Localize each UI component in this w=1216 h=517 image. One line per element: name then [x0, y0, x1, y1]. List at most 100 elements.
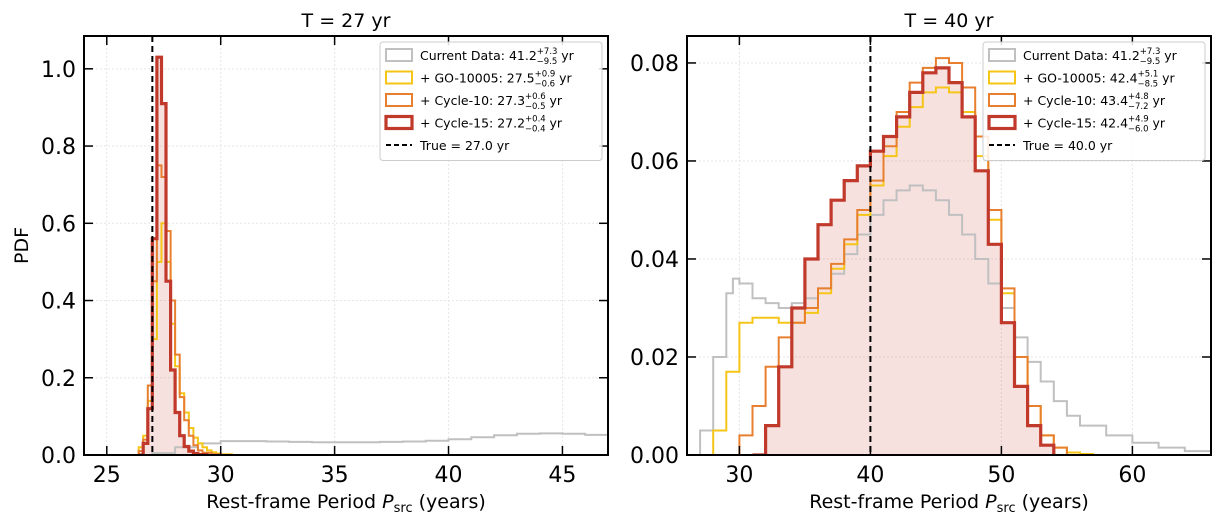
series-cycle-15-line [752, 66, 1056, 455]
x-tick-label: 35 [321, 463, 349, 488]
legend: Current Data: 41.2+7.3 −9.5 yr+ GO-10005:… [982, 41, 1206, 161]
x-axis-label-var: P [382, 491, 394, 513]
legend-label-lower-error: −8.5 [1137, 80, 1158, 90]
legend-label-lower-error: −9.5 [1140, 57, 1161, 67]
y-axis-label: PDF [11, 227, 33, 264]
legend-label-value: + Cycle-10: 43.4 [1023, 93, 1128, 108]
legend-label-upper-error: +7.3 [1140, 47, 1161, 57]
y-tick-label: 0.2 [41, 367, 76, 392]
y-tick-label: 0.08 [630, 52, 679, 77]
legend-label-upper-error: +0.6 [525, 92, 546, 102]
panel-right: 30 40 50 60 0.00 0.02 0.04 0.06 0.08 T = 40 yr Res… [630, 10, 1212, 516]
panel-left: 25 30 35 40 45 0.0 0.2 0.4 0.6 0.8 1.0 T = 27 yr Res… [11, 10, 609, 516]
legend-label-suffix: yr [1149, 116, 1166, 131]
x-tick-label: 60 [1118, 463, 1146, 488]
x-axis-label-main: Rest-frame Period [809, 491, 985, 513]
y-tick-label: 0.0 [41, 444, 76, 469]
x-tick-label: 50 [987, 463, 1015, 488]
x-axis-label-main: Rest-frame Period [206, 491, 382, 513]
legend: Current Data: 41.2+7.3 −9.5 yr+ GO-10005:… [379, 41, 603, 161]
legend-label-upper-error: +5.1 [1138, 70, 1159, 80]
chart-title: T = 40 yr [904, 10, 994, 32]
y-tick-label: 0.6 [41, 212, 76, 237]
legend-label-current-data: Current Data: 41.2+7.3 −9.5 yr [1023, 47, 1178, 67]
legend-label-go-10005: + GO-10005: 42.4+5.1 −8.5 yr [1023, 70, 1175, 90]
series-current-data-line [129, 432, 608, 455]
x-axis-label-var: P [985, 491, 997, 513]
legend-label-upper-error: +4.8 [1128, 92, 1149, 102]
legend-label-value: Current Data: 41.2 [420, 48, 537, 63]
x-axis-label-tail: (years) [1016, 491, 1089, 513]
plot-area [129, 36, 608, 455]
legend-label-suffix: yr [546, 93, 563, 108]
plot-area [687, 36, 1211, 455]
x-axis-label-sub: src [394, 501, 413, 516]
legend-label-lower-error: −9.5 [537, 57, 558, 67]
legend-label-current-data: Current Data: 41.2+7.3 −9.5 yr [420, 47, 575, 67]
legend-swatch-current-data [385, 48, 413, 62]
legend-label-cycle-10: + Cycle-10: 43.4+4.8 −7.2 yr [1023, 92, 1166, 112]
y-tick-label: 0.00 [630, 444, 679, 469]
x-tick-label: 30 [725, 463, 753, 488]
axes-frame [83, 35, 609, 456]
legend-label-suffix: yr [1158, 71, 1175, 86]
legend-label-cycle-15: + Cycle-15: 27.2+0.4 −0.4 yr [420, 115, 563, 135]
legend-label-value: + Cycle-15: 42.4 [1023, 116, 1128, 131]
legend-box [982, 41, 1206, 161]
x-tick-label: 40 [435, 463, 463, 488]
legend-label-lower-error: −7.2 [1128, 102, 1149, 112]
legend-label-suffix: yr [555, 71, 572, 86]
chart-title: T = 27 yr [301, 10, 391, 32]
y-tick-label: 0.02 [630, 346, 679, 371]
x-axis-label: Rest-frame Period Psrc (years) [206, 491, 486, 516]
legend-label-suffix: yr [557, 48, 574, 63]
axes-frame [686, 35, 1212, 456]
series-fill-cycle-15 [752, 67, 1054, 455]
legend-label-cycle-10: + Cycle-10: 27.3+0.6 −0.5 yr [420, 92, 563, 112]
legend-label-true: True = 27.0 yr [419, 138, 510, 153]
legend-label-lower-error: −0.5 [525, 102, 546, 112]
legend-label-value: + Cycle-15: 27.2 [420, 116, 525, 131]
legend-swatch-current-data [988, 48, 1016, 62]
legend-swatch-go-10005 [988, 70, 1016, 85]
legend-swatch-cycle-15 [987, 114, 1017, 131]
legend-box [379, 41, 603, 161]
legend-label-upper-error: +0.9 [535, 70, 556, 80]
x-axis-label-tail: (years) [413, 491, 486, 513]
x-tick-label: 25 [93, 463, 121, 488]
legend-label-value: Current Data: 41.2 [1023, 48, 1140, 63]
legend-label-suffix: yr [546, 116, 563, 131]
legend-label-upper-error: +4.9 [1128, 115, 1149, 125]
legend-label-value: + Cycle-10: 27.3 [420, 93, 525, 108]
legend-swatch-cycle-10 [988, 93, 1016, 107]
x-tick-label: 45 [548, 463, 576, 488]
y-tick-label: 0.04 [630, 248, 679, 273]
series-cycle-10-line [726, 57, 1068, 455]
legend-swatch-go-10005 [385, 70, 413, 85]
legend-swatch-cycle-10 [385, 93, 413, 107]
series-fill-cycle-15 [138, 57, 207, 455]
series-cycle-10-line [134, 164, 222, 455]
x-axis-label: Rest-frame Period Psrc (years) [809, 491, 1089, 516]
y-tick-label: 0.4 [41, 290, 76, 315]
y-tick-label: 1.0 [41, 58, 76, 83]
series-current-data-line [687, 184, 1211, 455]
x-tick-label: 40 [856, 463, 884, 488]
series-cycle-15-line [138, 55, 209, 455]
legend-label-value: + GO-10005: 42.4 [1023, 71, 1138, 86]
legend-label-lower-error: −0.4 [525, 125, 546, 135]
legend-label-upper-error: +7.3 [537, 47, 558, 57]
x-axis-label-sub: src [997, 501, 1016, 516]
legend-label-lower-error: −0.6 [534, 80, 555, 90]
legend-label-cycle-15: + Cycle-15: 42.4+4.9 −6.0 yr [1023, 115, 1166, 135]
y-tick-label: 0.06 [630, 150, 679, 175]
legend-label-suffix: yr [1160, 48, 1177, 63]
legend-label-lower-error: −6.0 [1128, 125, 1149, 135]
legend-label-value: + GO-10005: 27.5 [420, 71, 535, 86]
legend-label-suffix: yr [1149, 93, 1166, 108]
legend-label-true: True = 40.0 yr [1022, 138, 1113, 153]
legend-swatch-cycle-15 [384, 114, 414, 131]
y-tick-label: 0.8 [41, 135, 76, 160]
legend-label-go-10005: + GO-10005: 27.5+0.9 −0.6 yr [420, 70, 572, 90]
